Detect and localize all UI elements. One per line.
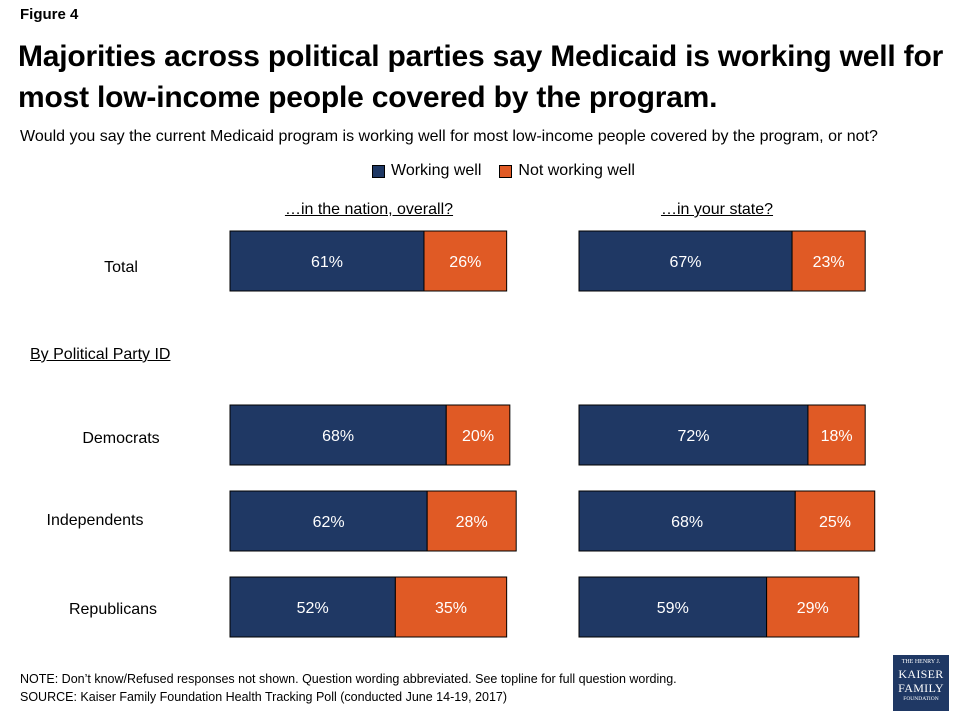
row-label-total: Total <box>104 259 138 276</box>
bar-state-total-working-well <box>578 230 793 292</box>
panel-title-nation: …in the nation, overall? <box>284 201 454 218</box>
bar-nation-total-not-working-well <box>423 230 508 292</box>
bar-nation-independents-working-well <box>229 490 428 552</box>
bar-nation-total-working-well <box>229 230 425 292</box>
legend: Working well Not working well <box>372 162 653 180</box>
bar-state-independents-not-working-well <box>794 490 876 552</box>
bar-state-democrats-not-working-well <box>807 404 866 466</box>
bar-nation-democrats-not-working-well <box>445 404 511 466</box>
bar-nation-republicans-not-working-well <box>394 576 508 638</box>
bar-state-democrats-working-well <box>578 404 809 466</box>
data-label-state-republicans-not-working-well: 29% <box>797 600 829 617</box>
bar-state-independents-working-well <box>578 490 796 552</box>
row-label-independents: Independents <box>46 512 144 529</box>
data-label-nation-independents-not-working-well: 28% <box>456 514 488 531</box>
bar-state-total-not-working-well <box>791 230 866 292</box>
kff-logo: THE HENRY J. KAISER FAMILY FOUNDATION <box>893 655 949 711</box>
legend-item-not-working-well: Not working well <box>499 162 635 180</box>
row-label-democrats: Democrats <box>82 430 160 447</box>
source-text: SOURCE: Kaiser Family Foundation Health … <box>20 690 508 704</box>
legend-label-working-well: Working well <box>391 162 482 179</box>
data-label-nation-total-not-working-well: 26% <box>449 254 481 271</box>
data-label-nation-independents-working-well: 62% <box>313 514 345 531</box>
logo-line-1: THE HENRY J. <box>901 659 941 665</box>
data-label-nation-democrats-working-well: 68% <box>322 428 354 445</box>
legend-item-working-well: Working well <box>372 162 481 180</box>
data-label-state-total-not-working-well: 23% <box>813 254 845 271</box>
footnote: NOTE: Don’t know/Refused responses not s… <box>20 670 677 706</box>
bar-state-republicans-not-working-well <box>766 576 860 638</box>
legend-swatch-working-well <box>372 164 385 178</box>
logo-line-2: KAISER <box>898 667 944 681</box>
note-text: NOTE: Don’t know/Refused responses not s… <box>20 672 677 686</box>
data-label-nation-republicans-not-working-well: 35% <box>435 600 467 617</box>
legend-swatch-not-working-well <box>499 164 513 178</box>
bar-state-republicans-working-well <box>578 576 768 638</box>
data-label-nation-democrats-not-working-well: 20% <box>462 428 494 445</box>
data-label-nation-republicans-working-well: 52% <box>297 600 329 617</box>
row-label-republicans: Republicans <box>68 601 158 618</box>
logo-line-3: FAMILY <box>898 681 944 695</box>
section-label-party: By Political Party ID <box>30 346 171 363</box>
data-label-state-democrats-working-well: 72% <box>677 428 709 445</box>
panel-title-state: …in your state? <box>660 201 774 218</box>
data-label-state-republicans-working-well: 59% <box>657 600 689 617</box>
legend-label-not-working-well: Not working well <box>518 162 635 179</box>
data-label-state-democrats-not-working-well: 18% <box>821 428 853 445</box>
logo-line-4: FOUNDATION <box>903 696 939 702</box>
chart-title: Majorities across political parties say … <box>18 40 944 114</box>
chart-question: Would you say the current Medicaid progr… <box>20 128 878 145</box>
bar-nation-independents-not-working-well <box>426 490 517 552</box>
figure-label: Figure 4 <box>20 6 79 23</box>
bar-nation-democrats-working-well <box>229 404 447 466</box>
data-label-state-independents-not-working-well: 25% <box>819 514 851 531</box>
data-label-state-total-working-well: 67% <box>670 254 702 271</box>
data-label-state-independents-working-well: 68% <box>671 514 703 531</box>
data-label-nation-total-working-well: 61% <box>311 254 343 271</box>
bar-nation-republicans-working-well <box>229 576 396 638</box>
